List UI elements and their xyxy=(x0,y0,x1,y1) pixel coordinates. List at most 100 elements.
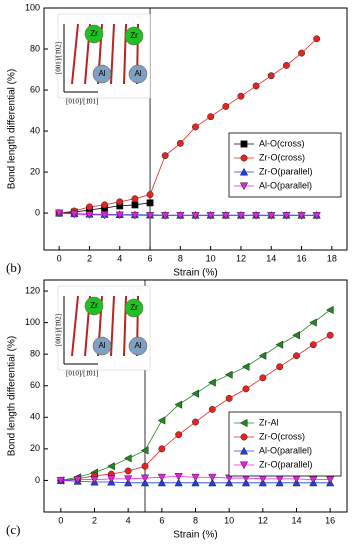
y-tick-label: 80 xyxy=(30,349,40,359)
atom xyxy=(92,64,112,84)
marker xyxy=(86,203,93,211)
marker xyxy=(141,462,149,470)
plot-frame xyxy=(43,7,348,251)
panel-label: (c) xyxy=(6,522,20,537)
marker xyxy=(191,212,200,220)
y-tick-label: 100 xyxy=(25,2,40,12)
marker xyxy=(298,49,305,57)
marker xyxy=(224,370,233,379)
marker xyxy=(309,318,317,327)
atom xyxy=(92,336,112,356)
marker xyxy=(267,72,275,80)
bond xyxy=(71,23,79,85)
marker xyxy=(70,210,79,219)
atom-label: Zr xyxy=(130,31,138,40)
marker xyxy=(146,191,154,199)
marker xyxy=(146,199,154,207)
legend-marker xyxy=(240,154,248,162)
y-axis-title: Bond length differential (%) xyxy=(7,69,18,189)
marker xyxy=(309,476,318,484)
marker xyxy=(107,462,115,471)
x-tick-label: 4 xyxy=(117,253,122,263)
inset-x-label: [010]/[1̄01] xyxy=(66,98,98,106)
marker xyxy=(251,212,261,220)
x-tick-label: 8 xyxy=(178,253,183,263)
inset-x-label: [010]/[1̄01] xyxy=(66,370,98,378)
x-tick-label: 16 xyxy=(325,515,335,525)
legend-marker xyxy=(239,182,249,191)
marker xyxy=(242,385,250,393)
x-tick-label: 18 xyxy=(327,253,337,263)
atom xyxy=(124,26,144,46)
marker xyxy=(282,212,291,220)
marker xyxy=(161,212,170,220)
x-tick-label: 2 xyxy=(87,253,92,263)
x-tick-label: 2 xyxy=(92,515,97,525)
marker xyxy=(131,195,139,203)
legend-label: Zr-Al xyxy=(259,417,279,427)
marker xyxy=(208,478,217,487)
legend-label: Al-O(parallel) xyxy=(259,445,312,455)
panel-label: (b) xyxy=(6,260,21,275)
marker xyxy=(157,416,166,425)
y-tick-label: 40 xyxy=(30,412,40,422)
marker xyxy=(124,467,132,475)
marker xyxy=(161,152,169,160)
marker xyxy=(325,305,334,315)
marker xyxy=(258,351,267,360)
marker xyxy=(107,475,116,484)
marker xyxy=(140,474,150,483)
marker xyxy=(101,201,109,209)
atom-label: Zr xyxy=(90,301,98,310)
marker xyxy=(174,473,183,481)
legend-marker xyxy=(239,461,249,470)
marker xyxy=(241,362,250,371)
marker xyxy=(191,473,200,482)
y-tick-label: 60 xyxy=(30,380,40,390)
atom xyxy=(128,64,148,84)
marker xyxy=(100,211,109,220)
marker xyxy=(145,212,155,220)
x-tick-label: 14 xyxy=(266,253,276,263)
marker xyxy=(309,341,317,349)
marker xyxy=(225,394,233,402)
marker xyxy=(267,212,276,220)
inset-y-label: [001]/[1̄02] xyxy=(55,314,63,346)
marker xyxy=(326,476,335,484)
marker xyxy=(55,209,64,218)
y-axis-title: Bond length differential (%) xyxy=(7,336,18,456)
marker xyxy=(158,445,166,453)
legend-label: Zr-O(parallel) xyxy=(259,166,313,176)
marker xyxy=(282,61,290,69)
marker xyxy=(292,331,300,340)
x-axis-title: Strain (%) xyxy=(173,268,217,279)
legend-label: Al-O(parallel) xyxy=(259,180,312,190)
marker xyxy=(157,473,166,482)
marker xyxy=(123,454,132,463)
marker xyxy=(241,478,251,487)
atom xyxy=(84,24,104,44)
marker xyxy=(326,331,334,339)
y-tick-label: 20 xyxy=(30,443,40,453)
marker xyxy=(115,211,124,220)
legend-label: Zr-O(cross) xyxy=(259,431,305,441)
y-tick-label: 0 xyxy=(35,207,40,217)
marker xyxy=(191,389,199,398)
bond xyxy=(71,295,79,357)
atom-label: Al xyxy=(134,69,141,78)
marker xyxy=(221,212,230,220)
marker xyxy=(207,113,215,121)
legend-marker xyxy=(240,140,248,148)
marker xyxy=(275,340,284,349)
atom-label: Al xyxy=(98,341,105,350)
legend-marker xyxy=(239,446,249,455)
marker xyxy=(176,212,185,220)
x-tick-label: 14 xyxy=(291,515,301,525)
x-tick-label: 6 xyxy=(159,515,164,525)
marker xyxy=(276,363,284,371)
bond xyxy=(110,23,115,85)
marker xyxy=(140,478,150,487)
marker xyxy=(206,212,215,220)
marker xyxy=(237,92,245,100)
marker xyxy=(174,478,183,487)
